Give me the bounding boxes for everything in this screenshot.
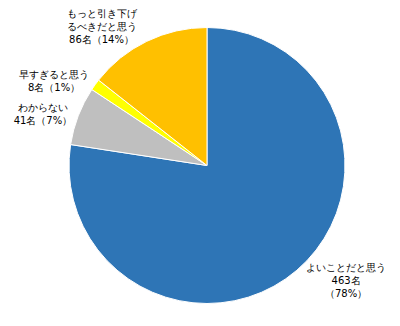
svg-text:早すぎると思う8名（1%）: 早すぎると思う8名（1%） xyxy=(19,69,89,93)
svg-text:わからない41名（7%）: わからない41名（7%） xyxy=(14,102,73,126)
svg-text:よいことだと思う463名（78%）: よいことだと思う463名（78%） xyxy=(306,262,386,299)
svg-text:もっと引き下げるべきだと思う86名（14%）: もっと引き下げるべきだと思う86名（14%） xyxy=(67,8,138,45)
